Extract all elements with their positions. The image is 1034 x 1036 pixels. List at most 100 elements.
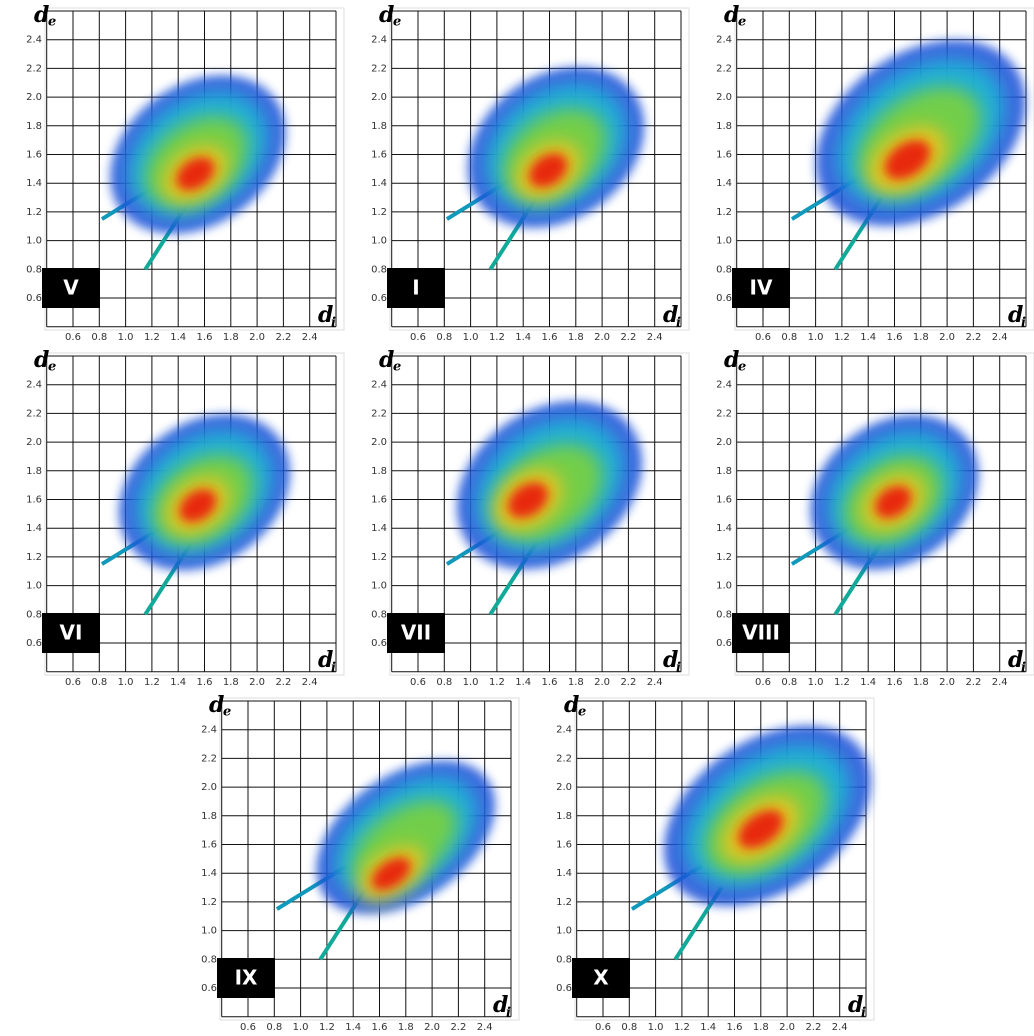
x-tick-label: 0.8 xyxy=(91,677,107,688)
panel-label: VI xyxy=(60,621,83,645)
x-tick-label: 2.2 xyxy=(965,332,981,343)
panel-label: VIII xyxy=(742,621,780,645)
y-tick-label: 1.4 xyxy=(716,178,732,189)
x-axis-title: d xyxy=(1008,647,1023,673)
y-tick-label: 0.8 xyxy=(26,264,42,275)
y-tick-label: 1.8 xyxy=(716,121,732,132)
y-axis-sub: e xyxy=(393,360,401,375)
panel: 0.6 0.6 0.8 0.8 1.0 1.0 1.2 1.2 1.4 1.4 1.6 1.6 1.8 1… xyxy=(371,347,690,688)
x-axis-sub: i xyxy=(1021,316,1026,331)
x-axis-title: d xyxy=(318,302,333,328)
blob-hot xyxy=(507,482,548,518)
y-tick-label: 0.6 xyxy=(716,293,732,304)
y-axis-title: d xyxy=(34,347,49,373)
x-tick-label: 2.4 xyxy=(832,1022,848,1033)
y-tick-label: 1.4 xyxy=(26,523,42,534)
x-tick-label: 2.0 xyxy=(779,1022,795,1033)
label-box xyxy=(387,613,445,653)
y-axis-title: d xyxy=(209,692,224,718)
y-tick-label: 2.0 xyxy=(26,92,42,103)
x-tick-label: 1.2 xyxy=(489,332,505,343)
x-tick-label: 2.0 xyxy=(424,1022,440,1033)
x-tick-label: 2.0 xyxy=(594,332,610,343)
label-box xyxy=(217,958,275,998)
x-axis-title: d xyxy=(318,647,333,673)
x-tick-label: 1.6 xyxy=(887,332,903,343)
y-tick-label: 0.8 xyxy=(26,609,42,620)
y-tick-label: 1.2 xyxy=(371,207,387,218)
x-tick-label: 1.2 xyxy=(674,1022,690,1033)
y-tick-label: 1.8 xyxy=(201,811,217,822)
x-tick-label: 2.0 xyxy=(939,677,955,688)
y-tick-label: 1.2 xyxy=(26,207,42,218)
x-tick-label: 0.8 xyxy=(436,677,452,688)
y-tick-label: 2.4 xyxy=(556,725,572,736)
fingerprint xyxy=(445,401,643,616)
blob-hot xyxy=(738,810,784,849)
x-axis-title: d xyxy=(493,992,508,1018)
y-axis-sub: e xyxy=(48,360,56,375)
y-axis-sub: e xyxy=(48,15,56,30)
x-tick-label: 1.8 xyxy=(568,677,584,688)
panel-label: X xyxy=(593,966,609,990)
y-tick-label: 0.6 xyxy=(26,293,42,304)
x-tick-label: 2.2 xyxy=(805,1022,821,1033)
x-axis-title: d xyxy=(663,647,678,673)
x-tick-label: 1.0 xyxy=(463,332,479,343)
x-tick-label: 1.6 xyxy=(542,677,558,688)
label-box xyxy=(42,613,100,653)
x-tick-label: 2.0 xyxy=(249,677,265,688)
x-tick-label: 2.4 xyxy=(302,332,318,343)
x-tick-label: 2.4 xyxy=(992,677,1008,688)
panel-label: IV xyxy=(750,276,773,300)
x-tick-label: 0.8 xyxy=(781,677,797,688)
y-tick-label: 1.2 xyxy=(716,207,732,218)
x-tick-label: 1.0 xyxy=(808,677,824,688)
x-tick-label: 0.8 xyxy=(91,332,107,343)
x-tick-label: 2.4 xyxy=(647,677,663,688)
x-tick-label: 0.8 xyxy=(621,1022,637,1033)
x-axis-title: d xyxy=(663,302,678,328)
x-tick-label: 1.6 xyxy=(727,1022,743,1033)
x-tick-label: 1.4 xyxy=(515,332,531,343)
x-axis-sub: i xyxy=(331,316,336,331)
panel-label: VII xyxy=(401,621,431,645)
label-box xyxy=(732,613,790,653)
y-tick-label: 1.0 xyxy=(556,926,572,937)
y-tick-label: 2.4 xyxy=(26,35,42,46)
x-axis-sub: i xyxy=(676,661,681,676)
fingerprint xyxy=(630,725,871,961)
x-tick-label: 1.6 xyxy=(197,677,213,688)
y-tick-label: 1.2 xyxy=(26,552,42,563)
y-tick-label: 2.4 xyxy=(371,380,387,391)
x-tick-label: 1.2 xyxy=(319,1022,335,1033)
x-tick-label: 0.6 xyxy=(595,1022,611,1033)
y-tick-label: 1.0 xyxy=(26,581,42,592)
y-axis-title: d xyxy=(379,2,394,28)
blob-hot xyxy=(529,153,568,188)
x-tick-label: 0.6 xyxy=(410,332,426,343)
blob-hot xyxy=(179,489,217,523)
blob-hot xyxy=(875,485,912,519)
y-tick-label: 1.0 xyxy=(716,581,732,592)
x-tick-label: 1.8 xyxy=(753,1022,769,1033)
y-tick-label: 0.6 xyxy=(26,638,42,649)
y-axis-sub: e xyxy=(738,360,746,375)
y-tick-label: 2.2 xyxy=(26,408,42,419)
x-tick-label: 0.6 xyxy=(410,677,426,688)
x-tick-label: 2.4 xyxy=(477,1022,493,1033)
y-tick-label: 0.8 xyxy=(716,264,732,275)
x-tick-label: 1.6 xyxy=(887,677,903,688)
y-tick-label: 0.8 xyxy=(556,954,572,965)
x-tick-label: 2.0 xyxy=(939,332,955,343)
y-tick-label: 2.0 xyxy=(556,782,572,793)
y-tick-label: 2.4 xyxy=(201,725,217,736)
x-tick-label: 1.8 xyxy=(913,677,929,688)
x-tick-label: 1.4 xyxy=(860,677,876,688)
x-axis-title: d xyxy=(1008,302,1023,328)
y-tick-label: 1.4 xyxy=(371,178,387,189)
y-axis-title: d xyxy=(724,347,739,373)
x-axis-sub: i xyxy=(861,1006,866,1021)
panel: 0.6 0.6 0.8 0.8 1.0 1.0 1.2 1.2 1.4 1.4 1.6 1.6 1.8 1… xyxy=(201,692,520,1033)
